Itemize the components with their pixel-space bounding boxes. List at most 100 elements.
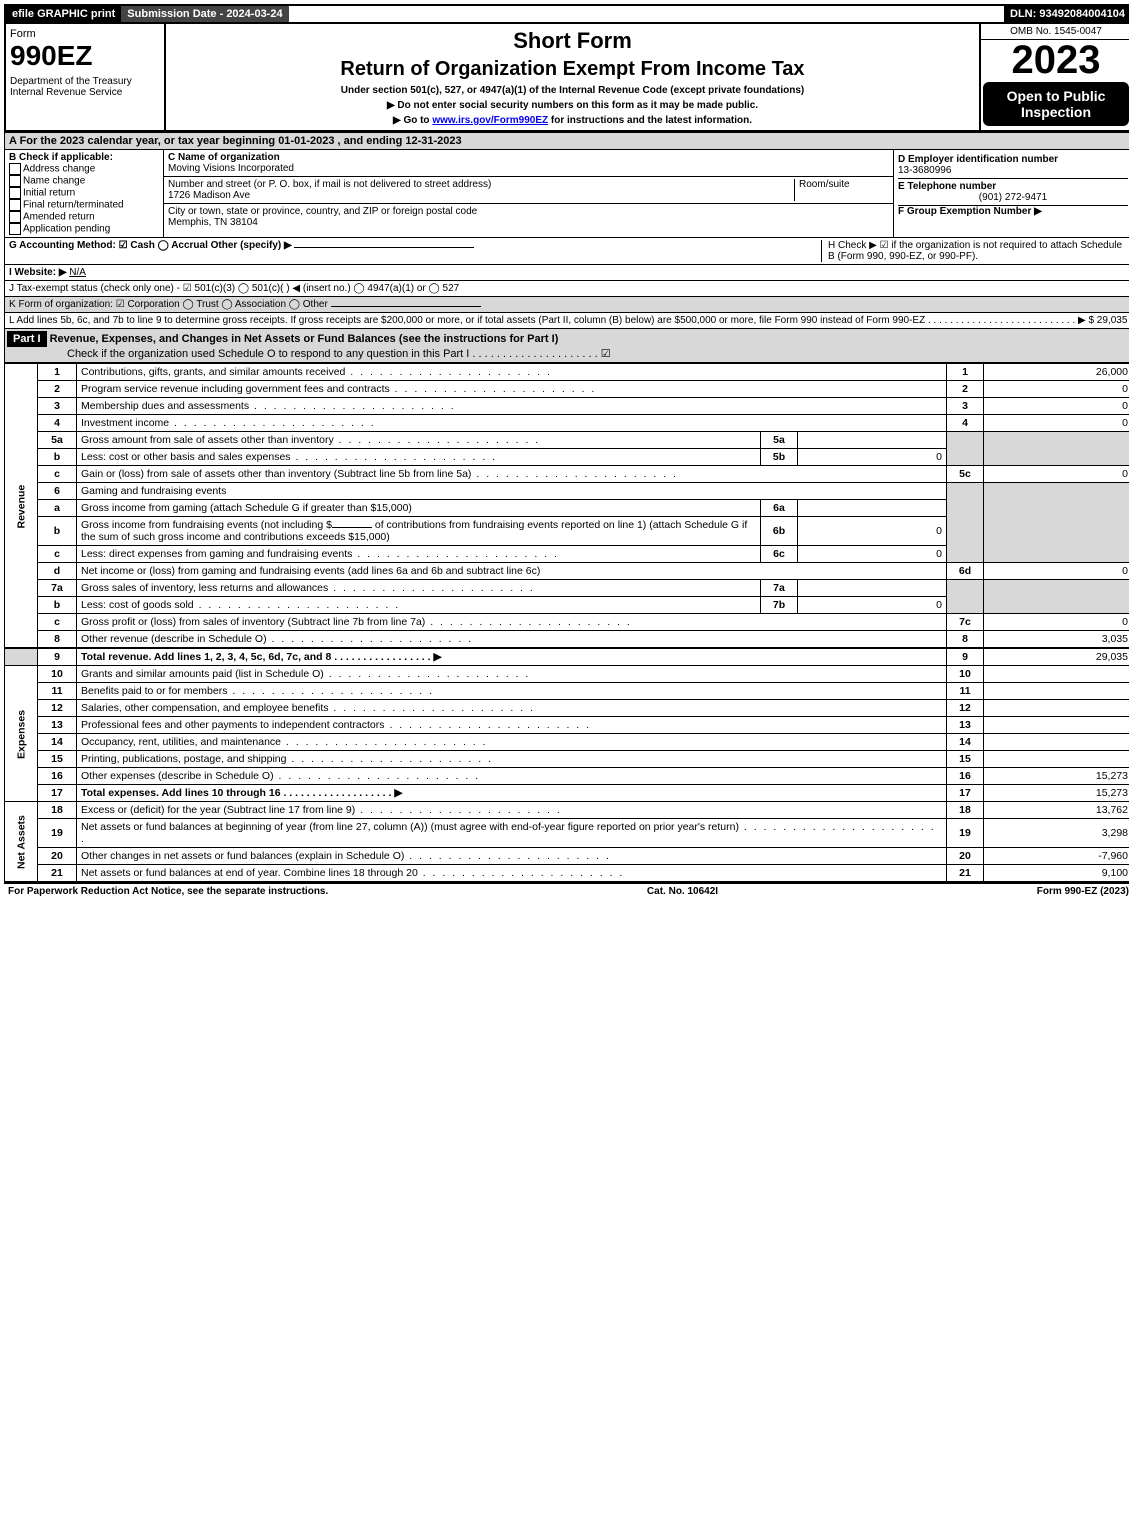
submission-date: Submission Date - 2024-03-24: [121, 6, 288, 22]
line-17-value: 15,273: [984, 785, 1129, 802]
efile-label[interactable]: efile GRAPHIC print: [6, 6, 121, 22]
instr2-pre: ▶ Go to: [393, 115, 432, 126]
footer-right: Form 990-EZ (2023): [1037, 886, 1129, 897]
column-b-checkboxes: B Check if applicable: Address change Na…: [5, 150, 164, 237]
line-19: 19Net assets or fund balances at beginni…: [5, 819, 1129, 848]
line-10-value: [984, 666, 1129, 683]
line-19-value: 3,298: [984, 819, 1129, 848]
short-form-title: Short Form: [170, 28, 975, 54]
line-10: Expenses 10 Grants and similar amounts p…: [5, 666, 1129, 683]
cb-final-return[interactable]: Final return/terminated: [9, 199, 159, 211]
instr2-post: for instructions and the latest informat…: [548, 115, 752, 126]
cb-address-change[interactable]: Address change: [9, 163, 159, 175]
line-7a: 7a Gross sales of inventory, less return…: [5, 580, 1129, 597]
header-right: OMB No. 1545-0047 2023 Open to Public In…: [979, 24, 1129, 130]
header-middle: Short Form Return of Organization Exempt…: [166, 24, 979, 130]
line-6b-amount-input[interactable]: [332, 527, 372, 528]
part-1-badge: Part I: [7, 331, 47, 347]
line-16: 16Other expenses (describe in Schedule O…: [5, 768, 1129, 785]
line-6c-value: 0: [798, 546, 947, 563]
under-section: Under section 501(c), 527, or 4947(a)(1)…: [170, 85, 975, 96]
line-6d: d Net income or (loss) from gaming and f…: [5, 563, 1129, 580]
form-word: Form: [10, 28, 160, 40]
g-accounting-method: G Accounting Method: ☑ Cash ◯ Accrual Ot…: [9, 240, 292, 251]
line-3-value: 0: [984, 398, 1129, 415]
line-7b-value: 0: [798, 597, 947, 614]
line-21: 21Net assets or fund balances at end of …: [5, 865, 1129, 882]
org-address: 1726 Madison Ave: [168, 190, 794, 201]
line-2: 2 Program service revenue including gove…: [5, 381, 1129, 398]
part-1-check: Check if the organization used Schedule …: [7, 347, 1129, 360]
h-check: H Check ▶ ☑ if the organization is not r…: [821, 240, 1128, 262]
column-d-ids: D Employer identification number 13-3680…: [894, 150, 1129, 237]
line-2-value: 0: [984, 381, 1129, 398]
revenue-section-label: Revenue: [5, 364, 38, 649]
form-header: Form 990EZ Department of the Treasury In…: [4, 24, 1129, 132]
cb-initial-return[interactable]: Initial return: [9, 187, 159, 199]
line-4-value: 0: [984, 415, 1129, 432]
org-address-block: Number and street (or P. O. box, if mail…: [164, 177, 893, 204]
line-13: 13Professional fees and other payments t…: [5, 717, 1129, 734]
line-11-value: [984, 683, 1129, 700]
line-1: Revenue 1 Contributions, gifts, grants, …: [5, 364, 1129, 381]
line-12: 12Salaries, other compensation, and empl…: [5, 700, 1129, 717]
line-7a-value: [798, 580, 947, 597]
i-label: I Website: ▶: [9, 267, 67, 278]
line-13-value: [984, 717, 1129, 734]
tel-value: (901) 272-9471: [898, 192, 1128, 203]
irs-link[interactable]: www.irs.gov/Form990EZ: [432, 115, 548, 126]
line-7c-value: 0: [984, 614, 1129, 631]
line-6b-value: 0: [798, 517, 947, 546]
tel-block: E Telephone number (901) 272-9471: [898, 179, 1128, 206]
line-4: 4 Investment income 4 0: [5, 415, 1129, 432]
form-number: 990EZ: [10, 40, 160, 72]
line-15-value: [984, 751, 1129, 768]
line-18: Net Assets 18 Excess or (deficit) for th…: [5, 802, 1129, 819]
row-j-tax-exempt: J Tax-exempt status (check only one) - ☑…: [4, 281, 1129, 297]
website-value: N/A: [69, 267, 86, 278]
line-20-value: -7,960: [984, 848, 1129, 865]
line-14-value: [984, 734, 1129, 751]
expenses-section-label: Expenses: [5, 666, 38, 802]
line-14: 14Occupancy, rent, utilities, and mainte…: [5, 734, 1129, 751]
open-public-badge: Open to Public Inspection: [983, 82, 1129, 126]
instr-goto: ▶ Go to www.irs.gov/Form990EZ for instru…: [170, 115, 975, 126]
dln: DLN: 93492084004104: [1004, 6, 1129, 22]
cb-name-change[interactable]: Name change: [9, 175, 159, 187]
line-5b-value: 0: [798, 449, 947, 466]
instr-ssn: ▶ Do not enter social security numbers o…: [170, 100, 975, 111]
line-5c-value: 0: [984, 466, 1129, 483]
room-suite-label: Room/suite: [794, 179, 889, 201]
g-other-input[interactable]: [294, 247, 474, 248]
line-8-value: 3,035: [984, 631, 1129, 649]
row-k-form-org: K Form of organization: ☑ Corporation ◯ …: [4, 297, 1129, 313]
org-city: Memphis, TN 38104: [168, 217, 889, 228]
line-11: 11Benefits paid to or for members11: [5, 683, 1129, 700]
line-9: 9 Total revenue. Add lines 1, 2, 3, 4, 5…: [5, 648, 1129, 666]
row-a-calendar-year: A For the 2023 calendar year, or tax yea…: [4, 132, 1129, 150]
line-16-value: 15,273: [984, 768, 1129, 785]
netassets-section-label: Net Assets: [5, 802, 38, 882]
org-city-block: City or town, state or province, country…: [164, 204, 893, 230]
cb-amended-return[interactable]: Amended return: [9, 211, 159, 223]
line-17: 17Total expenses. Add lines 10 through 1…: [5, 785, 1129, 802]
header-left: Form 990EZ Department of the Treasury In…: [6, 24, 166, 130]
cb-application-pending[interactable]: Application pending: [9, 223, 159, 235]
addr-label: Number and street (or P. O. box, if mail…: [168, 179, 794, 190]
part-1-title: Revenue, Expenses, and Changes in Net As…: [50, 333, 559, 345]
footer-mid: Cat. No. 10642I: [647, 886, 718, 897]
ein-label: D Employer identification number: [898, 154, 1128, 165]
page-footer: For Paperwork Reduction Act Notice, see …: [4, 882, 1129, 899]
column-c-org-info: C Name of organization Moving Visions In…: [164, 150, 894, 237]
k-other-input[interactable]: [331, 306, 481, 307]
footer-left: For Paperwork Reduction Act Notice, see …: [8, 886, 328, 897]
line-5a-value: [798, 432, 947, 449]
row-i-website: I Website: ▶ N/A: [4, 265, 1129, 281]
line-6d-value: 0: [984, 563, 1129, 580]
return-title: Return of Organization Exempt From Incom…: [170, 58, 975, 81]
line-12-value: [984, 700, 1129, 717]
tel-label: E Telephone number: [898, 181, 1128, 192]
info-block: B Check if applicable: Address change Na…: [4, 150, 1129, 238]
dept-label: Department of the Treasury Internal Reve…: [10, 76, 160, 98]
b-label: B Check if applicable:: [9, 152, 159, 163]
